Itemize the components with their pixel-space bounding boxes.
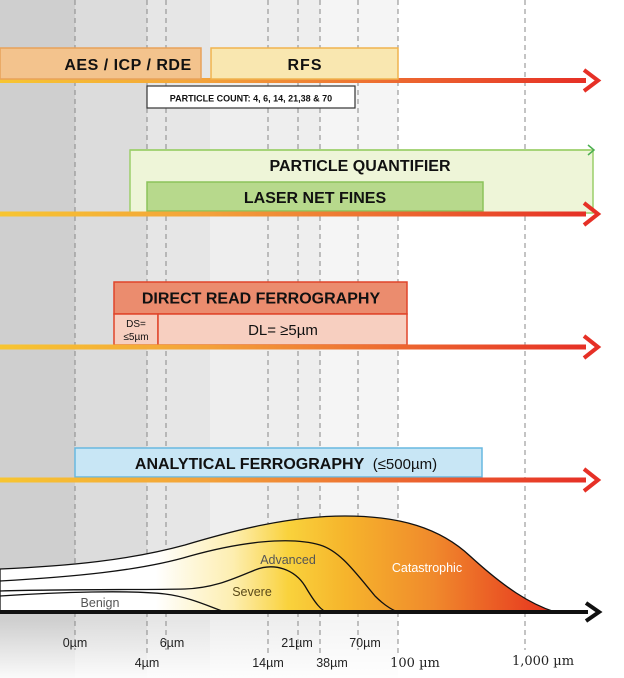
lnf-label: LASER NET FINES — [244, 190, 387, 207]
af-label-main: ANALYTICAL FERROGRAPHY — [135, 456, 365, 473]
aes-label: AES / ICP / RDE — [64, 57, 191, 74]
severe-curve — [0, 566, 329, 613]
tick-21um: 21µm — [281, 636, 313, 650]
lnf-box — [146, 181, 484, 212]
pq-arrow-head — [587, 144, 596, 156]
benign-label: Benign — [81, 596, 120, 610]
catastrophic-curve — [0, 515, 556, 613]
aes-box — [0, 47, 202, 80]
dl-label: DL= ≥5µm — [248, 322, 318, 339]
ds-box — [113, 313, 159, 346]
tick-4um: 4µm — [135, 656, 160, 670]
bg-fade-bottom — [0, 620, 624, 678]
arrow-row4-shaft — [0, 477, 586, 483]
rfs-box — [210, 47, 399, 80]
af-box — [74, 447, 483, 478]
tick-70um: 70µm — [349, 636, 381, 650]
arrow-row1-shaft — [0, 78, 586, 83]
arrow-row2-shaft — [0, 211, 586, 217]
arrow-row4-head — [582, 467, 602, 493]
dl-box — [157, 313, 408, 346]
arrow-row3-head — [582, 334, 602, 360]
af-label-limit: (≤500µm) — [373, 456, 437, 473]
drf-label: DIRECT READ FERROGRAPHY — [142, 291, 381, 308]
size-axis-arrowhead — [584, 601, 603, 623]
arrow-row2-head — [582, 201, 602, 227]
severe-label: Severe — [232, 585, 272, 599]
particle-count-box — [146, 85, 356, 109]
arrow-row1-head — [582, 68, 602, 93]
benign-curve — [0, 591, 226, 613]
catastrophic-label: Catastrophic — [392, 561, 462, 575]
tick-14um: 14µm — [252, 656, 284, 670]
rfs-label: RFS — [288, 57, 323, 74]
ds-label-line1: DS= — [126, 319, 146, 330]
advanced-curve — [0, 540, 401, 613]
tick-38um: 38µm — [316, 656, 348, 670]
advanced-label: Advanced — [260, 553, 316, 567]
af-label: ANALYTICAL FERROGRAPHY (≤500µm) — [135, 456, 437, 473]
pq-label: PARTICLE QUANTIFIER — [269, 158, 450, 175]
arrow-row3-shaft — [0, 344, 586, 350]
particle-count-label: PARTICLE COUNT: 4, 6, 14, 21,38 & 70 — [170, 94, 332, 104]
tick-1000um: 1,000 µm — [512, 654, 574, 669]
tick-6um: 6µm — [160, 636, 185, 650]
tick-0um: 0µm — [63, 636, 88, 650]
ds-label-line2: ≤5µm — [123, 332, 148, 343]
tick-100um: 100 µm — [390, 656, 440, 671]
